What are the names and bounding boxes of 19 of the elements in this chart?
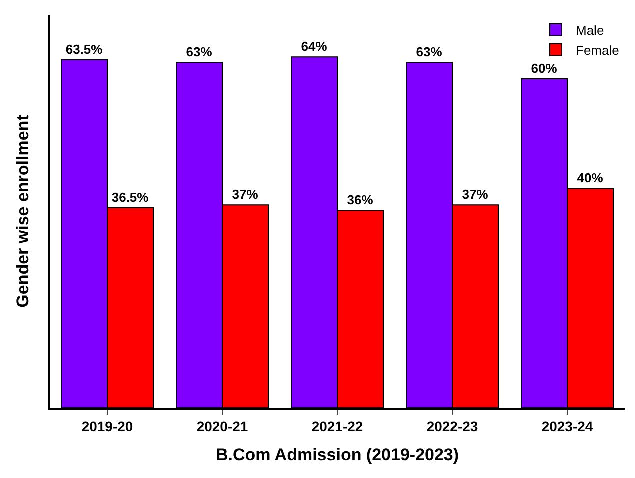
y-axis-title: Gender wise enrollment [13,114,32,308]
legend-label: Female [576,42,620,58]
data-label: 37% [462,187,489,202]
data-label: 60% [531,61,558,76]
x-tick-label: 2019-20 [82,418,134,435]
data-label: 63% [186,44,213,60]
x-axis-title: B.Com Admission (2019-2023) [216,445,460,464]
data-label: 37% [232,187,259,202]
data-label: 63.5% [66,42,104,57]
x-tick-label: 2023-24 [542,418,594,435]
data-label: 64% [301,39,328,54]
x-tick-label: 2021-22 [312,418,364,435]
x-tick-label: 2022-23 [426,418,478,435]
x-tick-label: 2020-21 [196,418,248,435]
data-label: 36% [347,192,374,208]
data-label: 40% [577,170,604,186]
data-label: 36.5% [112,190,150,205]
data-label: 63% [416,44,443,60]
legend-label: Male [576,23,604,38]
